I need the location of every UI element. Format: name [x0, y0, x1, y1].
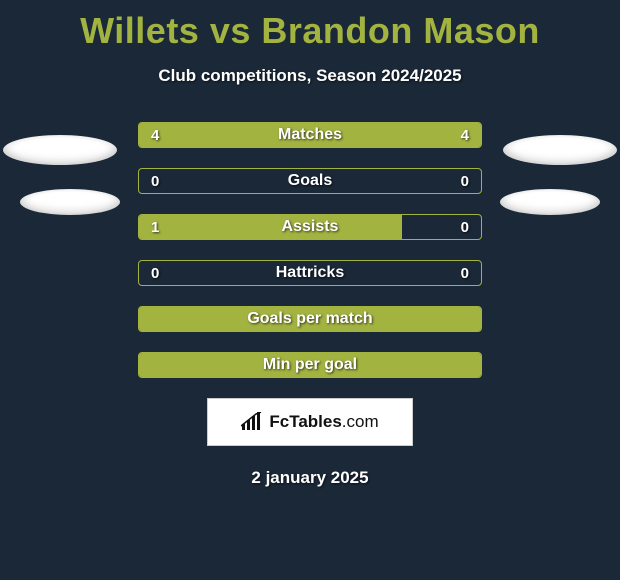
stat-fill-left: [139, 307, 481, 331]
player-photo-placeholder-right-1: [503, 135, 617, 165]
stat-value-right: 0: [461, 215, 469, 239]
bar-chart-icon: [241, 412, 263, 432]
stat-row: 10Assists: [138, 214, 482, 240]
logo-text-bold: FcTables: [269, 412, 341, 431]
player-photo-placeholder-left-2: [20, 189, 120, 215]
stat-row: 0 0Hattricks: [138, 260, 482, 286]
subtitle: Club competitions, Season 2024/2025: [0, 66, 620, 86]
stat-label: Goals: [139, 169, 481, 193]
stat-label: Hattricks: [139, 261, 481, 285]
stat-rows: 44Matches00Goals10Assists00HattricksGoal…: [138, 122, 482, 378]
stat-value-left: 0: [151, 261, 159, 285]
date-label: 2 january 2025: [0, 468, 620, 488]
stat-value-right: 0: [461, 261, 469, 285]
logo-text: FcTables.com: [269, 412, 378, 432]
stat-row: Min per goal: [138, 352, 482, 378]
stat-fill-right: [310, 123, 481, 147]
stat-fill-left: [139, 123, 310, 147]
fctables-logo: FcTables.com: [207, 398, 413, 446]
stat-row: 0 0Goals: [138, 168, 482, 194]
player-photo-placeholder-right-2: [500, 189, 600, 215]
stat-fill-left: [139, 215, 402, 239]
page-title: Willets vs Brandon Mason: [0, 0, 620, 52]
stat-row: Goals per match: [138, 306, 482, 332]
logo-text-light: .com: [342, 412, 379, 431]
comparison-chart: 44Matches00Goals10Assists00HattricksGoal…: [0, 122, 620, 378]
stat-value-right: 0: [461, 169, 469, 193]
player-photo-placeholder-left-1: [3, 135, 117, 165]
stat-fill-left: [139, 353, 481, 377]
stat-row: 44Matches: [138, 122, 482, 148]
stat-value-left: 0: [151, 169, 159, 193]
